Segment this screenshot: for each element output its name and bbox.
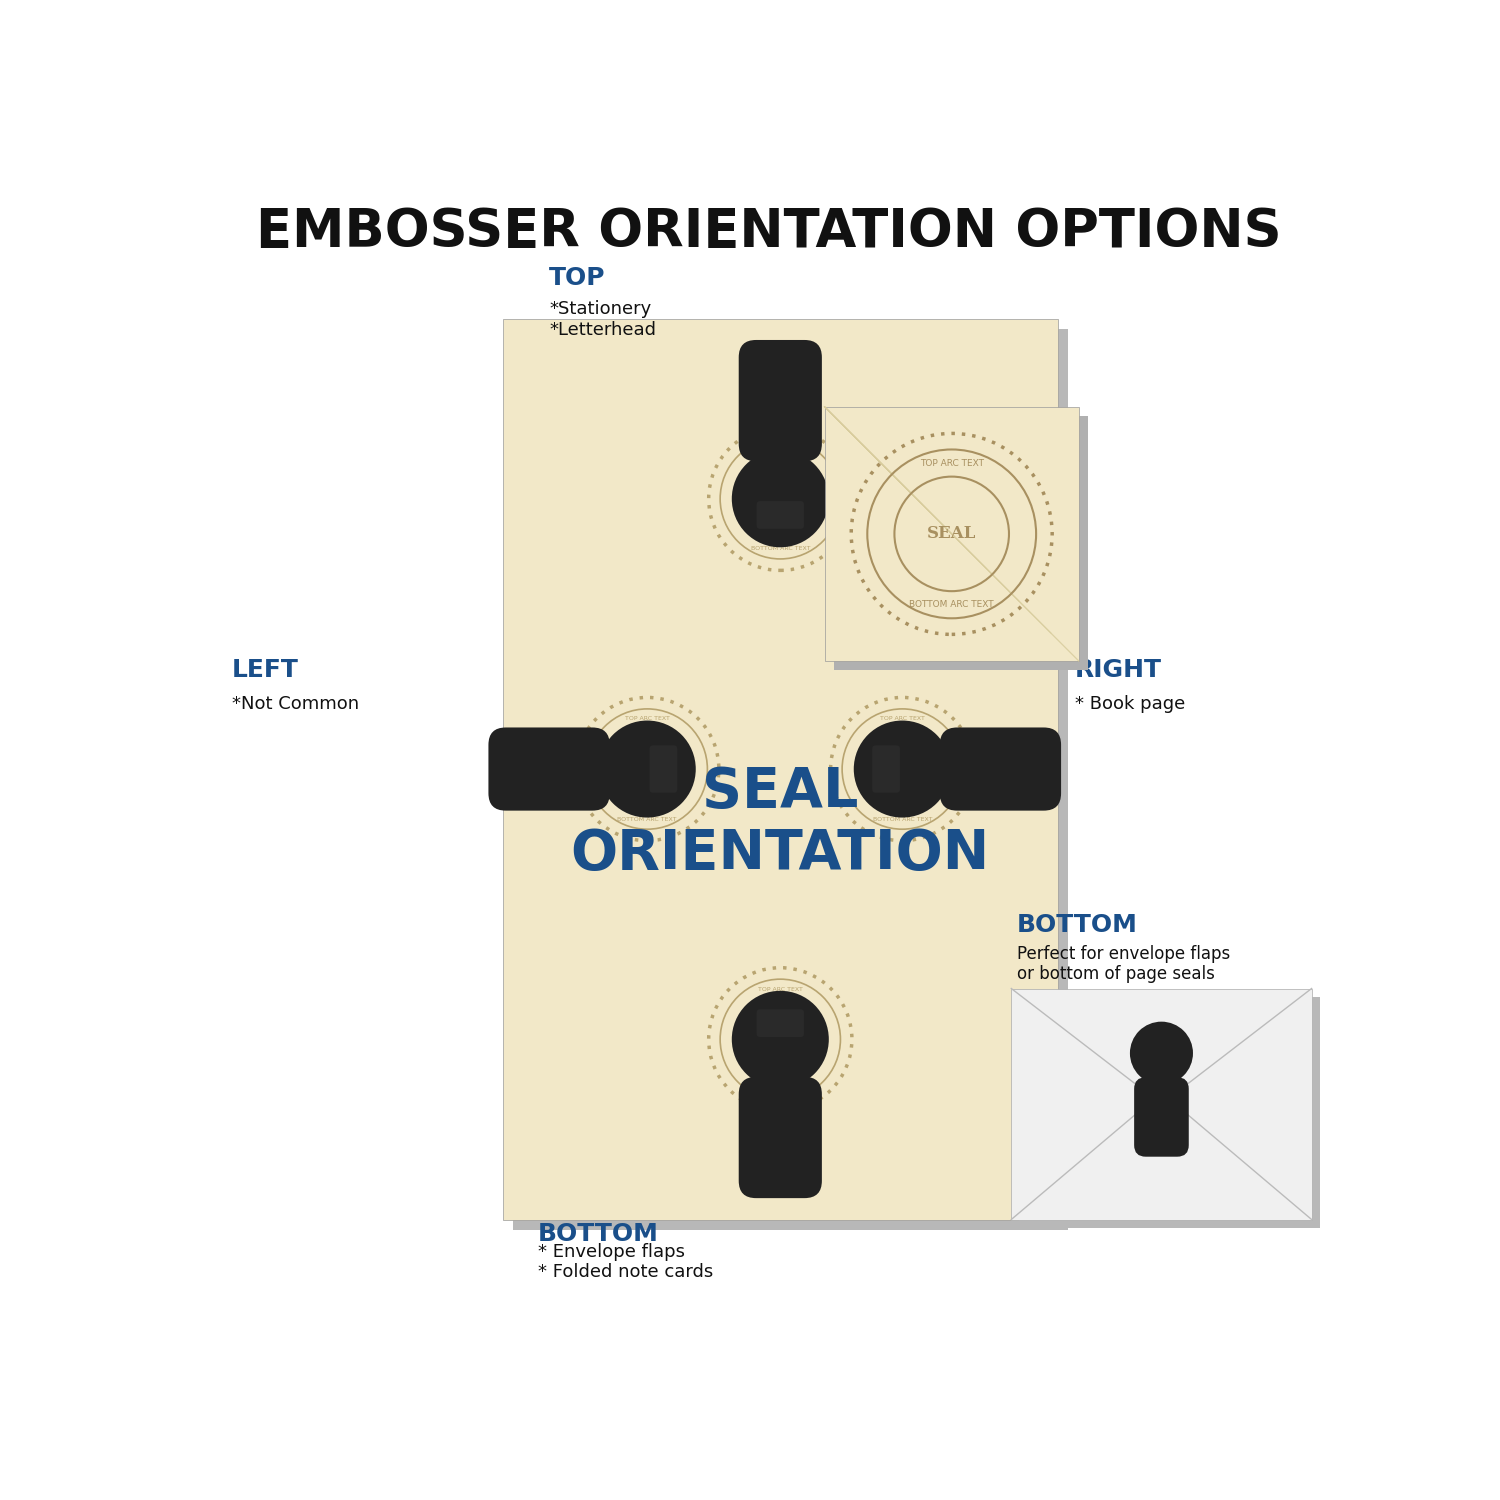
- FancyBboxPatch shape: [650, 746, 678, 792]
- Text: Perfect for envelope flaps
or bottom of page seals: Perfect for envelope flaps or bottom of …: [1017, 945, 1230, 984]
- FancyBboxPatch shape: [1154, 1089, 1170, 1095]
- Text: SEAL: SEAL: [633, 765, 662, 774]
- FancyBboxPatch shape: [1020, 996, 1320, 1227]
- Text: BOTTOM ARC TEXT: BOTTOM ARC TEXT: [618, 816, 676, 822]
- Text: TOP ARC TEXT: TOP ARC TEXT: [626, 717, 669, 722]
- Text: SEAL: SEAL: [766, 1035, 795, 1044]
- FancyBboxPatch shape: [1134, 1077, 1190, 1156]
- Text: SEAL: SEAL: [1155, 1050, 1168, 1056]
- FancyBboxPatch shape: [590, 741, 664, 796]
- Text: TOP ARC TEXT: TOP ARC TEXT: [758, 987, 802, 992]
- Circle shape: [853, 720, 951, 818]
- FancyBboxPatch shape: [489, 728, 609, 810]
- FancyBboxPatch shape: [768, 438, 794, 444]
- Text: SEAL: SEAL: [766, 495, 795, 504]
- FancyBboxPatch shape: [871, 746, 900, 792]
- Text: TOP ARC TEXT: TOP ARC TEXT: [880, 717, 924, 722]
- FancyBboxPatch shape: [756, 1010, 804, 1036]
- Text: RIGHT: RIGHT: [1076, 658, 1162, 682]
- Text: BOTTOM ARC TEXT: BOTTOM ARC TEXT: [909, 600, 995, 609]
- FancyBboxPatch shape: [503, 318, 1058, 1220]
- FancyBboxPatch shape: [885, 741, 960, 796]
- Text: BOTTOM: BOTTOM: [537, 1222, 658, 1246]
- FancyBboxPatch shape: [738, 1077, 822, 1198]
- FancyBboxPatch shape: [753, 1022, 808, 1096]
- FancyBboxPatch shape: [586, 756, 592, 782]
- FancyBboxPatch shape: [756, 501, 804, 530]
- Text: *Not Common: *Not Common: [231, 694, 358, 712]
- Text: BOTTOM ARC TEXT: BOTTOM ARC TEXT: [750, 546, 810, 552]
- Circle shape: [1130, 1022, 1192, 1084]
- Text: TOP ARC TEXT: TOP ARC TEXT: [758, 446, 802, 452]
- Text: TOP: TOP: [549, 266, 606, 290]
- Text: SEAL
ORIENTATION: SEAL ORIENTATION: [570, 765, 990, 882]
- FancyBboxPatch shape: [753, 441, 808, 516]
- Text: TOP ARC TEXT: TOP ARC TEXT: [920, 459, 984, 468]
- FancyBboxPatch shape: [940, 728, 1060, 810]
- Circle shape: [732, 450, 830, 548]
- FancyBboxPatch shape: [738, 340, 822, 460]
- FancyBboxPatch shape: [957, 756, 963, 782]
- FancyBboxPatch shape: [834, 416, 1088, 670]
- FancyBboxPatch shape: [1011, 988, 1311, 1220]
- Circle shape: [598, 720, 696, 818]
- Text: BOTTOM: BOTTOM: [1017, 912, 1138, 936]
- Text: * Book page: * Book page: [1076, 694, 1185, 712]
- Text: * Envelope flaps
* Folded note cards: * Envelope flaps * Folded note cards: [537, 1242, 712, 1281]
- Text: SEAL: SEAL: [888, 765, 916, 774]
- Text: LEFT: LEFT: [231, 658, 298, 682]
- FancyBboxPatch shape: [1143, 1041, 1180, 1092]
- Text: BOTTOM ARC TEXT: BOTTOM ARC TEXT: [750, 1088, 810, 1092]
- FancyBboxPatch shape: [513, 328, 1068, 1230]
- Text: EMBOSSER ORIENTATION OPTIONS: EMBOSSER ORIENTATION OPTIONS: [256, 206, 1281, 258]
- Circle shape: [732, 992, 830, 1088]
- Text: SEAL: SEAL: [927, 525, 976, 543]
- Text: *Stationery
*Letterhead: *Stationery *Letterhead: [549, 300, 657, 339]
- FancyBboxPatch shape: [825, 406, 1078, 662]
- Text: BOTTOM ARC TEXT: BOTTOM ARC TEXT: [873, 816, 931, 822]
- FancyBboxPatch shape: [768, 1095, 794, 1100]
